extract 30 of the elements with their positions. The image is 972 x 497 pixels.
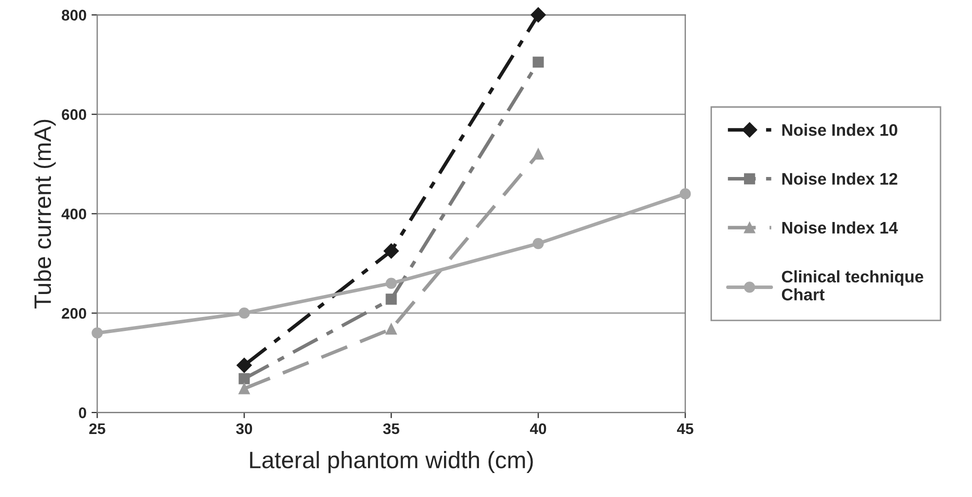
legend-label: Clinical technique Chart	[782, 270, 924, 300]
legend-label: Noise Index 10	[782, 124, 898, 136]
point	[530, 7, 546, 22]
point	[384, 243, 399, 259]
point	[238, 308, 250, 319]
y-axis-title: Tube current (mA)	[34, 120, 56, 309]
y-tick-label: 800	[62, 10, 86, 21]
x-tick-label: 40	[530, 423, 546, 434]
y-tick-label: 200	[62, 308, 86, 319]
legend-label: Noise Index 12	[782, 172, 898, 185]
point	[92, 327, 103, 339]
point	[532, 238, 544, 250]
point	[238, 373, 250, 384]
y-tick-label: 400	[62, 208, 86, 220]
x-tick-label: 35	[383, 423, 400, 434]
point	[386, 278, 397, 289]
point	[386, 323, 397, 335]
x-tick-label: 45	[676, 423, 694, 434]
point	[386, 294, 397, 305]
y-tick-label: 0	[78, 407, 86, 418]
x-tick-label: 30	[236, 423, 252, 434]
point	[532, 148, 544, 160]
legend-label: Noise Index 14	[782, 221, 898, 234]
y-tick-label: 600	[62, 109, 86, 120]
point	[532, 56, 544, 68]
point	[680, 188, 691, 200]
point	[238, 383, 250, 394]
point	[236, 358, 252, 373]
x-tick-label: 25	[89, 423, 106, 434]
x-axis-title: Lateral phantom width (cm)	[250, 451, 533, 474]
